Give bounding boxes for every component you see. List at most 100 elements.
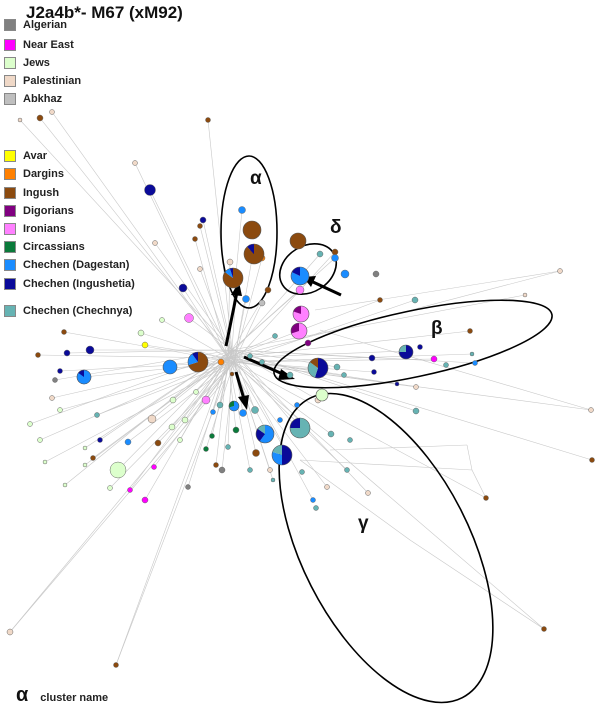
network-edge bbox=[233, 361, 375, 373]
haplotype-node bbox=[310, 497, 316, 503]
haplotype-node bbox=[203, 446, 209, 452]
legend-item-ironians: Ironians bbox=[4, 222, 66, 236]
footnote-symbol: α bbox=[16, 684, 29, 706]
haplotype-node bbox=[372, 270, 380, 278]
network-edge bbox=[466, 444, 473, 471]
cluster-label-beta: β bbox=[431, 318, 443, 339]
legend-item-avar: Avar bbox=[4, 149, 47, 163]
network-edge bbox=[231, 349, 593, 461]
network-edge bbox=[44, 361, 235, 463]
network-edge bbox=[231, 349, 256, 411]
network-edge bbox=[227, 330, 471, 359]
network-edge bbox=[227, 357, 545, 630]
network-edge bbox=[182, 287, 229, 359]
network-edge bbox=[205, 361, 235, 401]
pie-slice bbox=[163, 360, 177, 374]
legend-swatch bbox=[4, 205, 16, 217]
haplotype-node bbox=[201, 395, 211, 405]
legend-item-abkhaz: Abkhaz bbox=[4, 92, 62, 106]
haplotype-node bbox=[205, 117, 211, 123]
haplotype-node bbox=[541, 626, 547, 632]
pie-outline bbox=[289, 417, 311, 439]
haplotype-pie-node bbox=[76, 369, 92, 385]
pie-slice bbox=[291, 323, 307, 339]
pie-slice bbox=[223, 268, 244, 289]
pie-slice bbox=[229, 268, 233, 278]
haplotype-node bbox=[177, 437, 183, 443]
pie-slice bbox=[291, 323, 299, 334]
network-edge bbox=[233, 298, 247, 363]
pie-slice bbox=[291, 266, 310, 285]
network-edge bbox=[233, 358, 435, 363]
pie-slice bbox=[256, 428, 265, 442]
pie-slice bbox=[308, 362, 318, 378]
network-edge bbox=[233, 361, 286, 451]
haplotype-node bbox=[331, 254, 339, 262]
network-edge bbox=[409, 539, 545, 630]
haplotype-node bbox=[154, 439, 162, 447]
haplotype-node bbox=[247, 353, 253, 359]
legend-label: Ironians bbox=[23, 223, 66, 235]
haplotype-node bbox=[239, 409, 247, 417]
haplotype-node bbox=[225, 444, 231, 450]
haplotype-node bbox=[36, 114, 44, 122]
haplotype-node bbox=[341, 372, 347, 378]
pie-slice bbox=[272, 445, 282, 455]
haplotype-node bbox=[327, 430, 335, 438]
network-edge bbox=[195, 349, 233, 393]
pie-outline bbox=[307, 357, 329, 379]
footnote-text: cluster name bbox=[40, 692, 109, 704]
haplotype-node bbox=[169, 396, 177, 404]
haplotype-node bbox=[286, 371, 294, 379]
legend-label: Palestinian bbox=[23, 75, 82, 87]
haplotype-node bbox=[242, 295, 250, 303]
haplotype-node bbox=[113, 662, 119, 668]
legend-item-near-east: Near East bbox=[4, 38, 74, 52]
pie-slice bbox=[309, 358, 318, 368]
pie-slice bbox=[257, 425, 265, 434]
haplotype-node bbox=[37, 437, 43, 443]
haplotype-node bbox=[294, 402, 300, 408]
network-edge bbox=[127, 361, 235, 443]
pie-slice bbox=[293, 306, 301, 314]
pie-slice bbox=[192, 352, 198, 362]
legend-swatch bbox=[4, 305, 16, 317]
haplotype-node bbox=[344, 467, 350, 473]
arrow-to-gamma bbox=[234, 371, 246, 400]
haplotype-node bbox=[141, 341, 149, 349]
legend-label: Ingush bbox=[23, 187, 60, 199]
haplotype-node bbox=[35, 352, 41, 358]
haplotype-pie-node bbox=[187, 351, 209, 373]
network-edge bbox=[319, 329, 592, 411]
arrow-to-alpha bbox=[224, 291, 239, 347]
legend-swatch bbox=[4, 168, 16, 180]
haplotype-node bbox=[61, 329, 67, 335]
network-edge bbox=[151, 357, 229, 420]
haplotype-node bbox=[270, 477, 276, 483]
pie-outline bbox=[242, 220, 262, 240]
network-edge bbox=[66, 349, 233, 354]
haplotype-node bbox=[229, 371, 235, 377]
haplotype-node bbox=[213, 462, 219, 468]
haplotype-node bbox=[258, 299, 266, 307]
network-edge bbox=[233, 361, 271, 471]
pie-slice bbox=[282, 445, 292, 465]
haplotype-node bbox=[147, 414, 157, 424]
network-edge bbox=[117, 357, 229, 471]
pie-slice bbox=[247, 244, 254, 254]
haplotype-node bbox=[272, 333, 278, 339]
network-edge bbox=[299, 459, 473, 471]
legend-swatch bbox=[4, 223, 16, 235]
cluster-beta-outline bbox=[273, 299, 553, 389]
haplotype-node bbox=[483, 495, 489, 501]
legend-swatch bbox=[4, 150, 16, 162]
haplotype-node bbox=[27, 421, 33, 427]
pie-slice bbox=[259, 425, 274, 444]
legend-item-jews: Jews bbox=[4, 56, 50, 70]
network-edges bbox=[9, 111, 593, 666]
haplotype-pie-node bbox=[162, 359, 178, 375]
haplotype-node bbox=[97, 437, 103, 443]
haplotype-pie-node bbox=[228, 400, 240, 412]
haplotype-node bbox=[304, 339, 312, 347]
network-edge bbox=[215, 357, 229, 466]
